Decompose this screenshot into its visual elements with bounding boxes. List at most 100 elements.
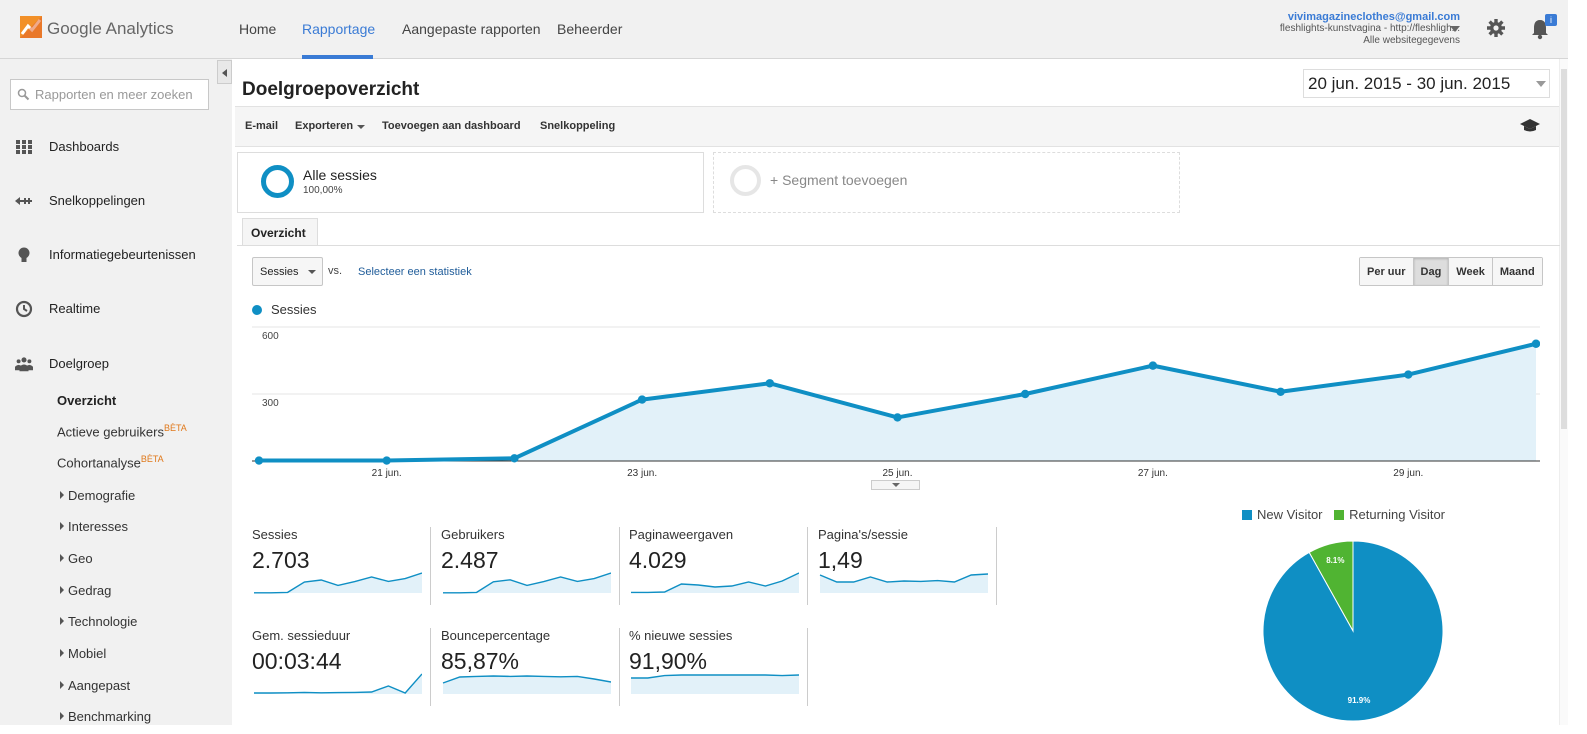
google-analytics-logo[interactable]: Google Analytics xyxy=(19,15,174,43)
sidebar-collapse-button[interactable] xyxy=(217,60,232,84)
sidebar-item-snelkoppelingen[interactable]: Snelkoppelingen xyxy=(0,186,232,216)
sidebar-sub-actieve-gebruikers[interactable]: Actieve gebruikersBÈTA xyxy=(57,423,187,439)
sidebar-tree-mobiel[interactable]: Mobiel xyxy=(60,646,106,661)
sidebar-item-dashboards[interactable]: Dashboards xyxy=(0,132,232,162)
select-metric-link[interactable]: Selecteer een statistiek xyxy=(358,266,472,278)
chart-collapse-toggle[interactable] xyxy=(871,480,920,490)
nav-home[interactable]: Home xyxy=(239,21,277,37)
beta-badge: BÈTA xyxy=(140,454,164,464)
data-point xyxy=(893,413,902,422)
segment-ring-icon xyxy=(730,165,761,196)
nav-rapportage[interactable]: Rapportage xyxy=(302,21,376,37)
export-button[interactable]: Exporteren xyxy=(295,120,354,132)
sparkline-line xyxy=(442,675,611,684)
x-tick-label: 29 jun. xyxy=(1393,468,1423,479)
sidebar-sub-overzicht[interactable]: Overzicht xyxy=(57,393,117,408)
series-legend-marker xyxy=(252,305,262,315)
divider xyxy=(235,106,1560,107)
bell-icon[interactable] xyxy=(1530,18,1550,40)
kpi-card[interactable]: Pagina's/sessie 1,49 xyxy=(818,527,1006,605)
email-button[interactable]: E-mail xyxy=(245,120,279,132)
scrollbar-thumb[interactable] xyxy=(1561,69,1567,429)
gear-icon[interactable] xyxy=(1486,18,1506,38)
sidebar-item-label: Snelkoppelingen xyxy=(49,193,146,208)
sidebar-tree-interesses[interactable]: Interesses xyxy=(60,519,128,534)
kpi-value: 85,87% xyxy=(441,648,520,674)
sidebar-tree-aangepast[interactable]: Aangepast xyxy=(60,678,130,693)
pie-legend: New Visitor Returning Visitor xyxy=(1242,507,1445,522)
period-month-button[interactable]: Maand xyxy=(1492,258,1542,285)
sparkline-line xyxy=(819,573,988,583)
sparkline-line xyxy=(631,572,799,594)
sparkline-area xyxy=(443,573,611,593)
kpi-divider xyxy=(807,527,808,605)
kpi-card[interactable]: Bouncepercentage 85,87% xyxy=(441,628,629,706)
chevron-down-icon[interactable] xyxy=(1450,26,1460,32)
date-range-picker[interactable]: 20 jun. 2015 - 30 jun. 2015 xyxy=(1303,69,1550,98)
add-to-dashboard-button[interactable]: Toevoegen aan dashboard xyxy=(382,120,521,132)
clock-icon xyxy=(15,300,33,318)
period-hour-button[interactable]: Per uur xyxy=(1360,258,1414,285)
chevron-down-icon[interactable] xyxy=(357,125,365,129)
kpi-sparkline xyxy=(254,673,422,694)
sidebar-tree-technologie[interactable]: Technologie xyxy=(60,614,137,629)
data-point xyxy=(1276,387,1285,396)
chevron-down-icon[interactable] xyxy=(1536,81,1546,87)
sidebar-tree-gedrag[interactable]: Gedrag xyxy=(60,583,111,598)
graduation-cap-icon[interactable] xyxy=(1519,118,1541,134)
data-point xyxy=(510,454,519,463)
nav-aangepaste-rapporten[interactable]: Aangepaste rapporten xyxy=(402,21,541,37)
pie-slice-label: 91.9% xyxy=(1348,696,1371,705)
account-selector[interactable]: vivimagazineclothes@gmail.com fleshlight… xyxy=(1280,11,1460,47)
add-segment-card[interactable] xyxy=(713,152,1180,213)
kpi-card[interactable]: Paginaweergaven 4.029 xyxy=(629,527,817,605)
sidebar-item-informatiegebeurtenissen[interactable]: Informatiegebeurtenissen xyxy=(0,240,232,270)
period-day-button[interactable]: Dag xyxy=(1413,258,1450,285)
search-input[interactable] xyxy=(35,80,207,109)
sidebar-tree-benchmarking[interactable]: Benchmarking xyxy=(60,709,151,724)
data-point xyxy=(1404,370,1413,379)
shortcut-arrow-icon xyxy=(15,197,32,205)
chevron-down-icon[interactable] xyxy=(308,270,316,274)
kpi-divider xyxy=(807,628,808,706)
segment-card-all-sessions[interactable] xyxy=(237,152,704,213)
sparkline-area xyxy=(254,573,422,593)
kpi-divider xyxy=(430,628,431,706)
sidebar-item-doelgroep[interactable]: Doelgroep xyxy=(0,349,232,379)
sidebar-sub-label: Cohortanalyse xyxy=(57,455,141,471)
period-week-button[interactable]: Week xyxy=(1449,258,1493,285)
sidebar-tree-demografie[interactable]: Demografie xyxy=(60,488,135,503)
legend-item-returning-visitor[interactable]: Returning Visitor xyxy=(1334,507,1445,522)
kpi-card[interactable]: Sessies 2.703 xyxy=(252,527,440,605)
kpi-card[interactable]: % nieuwe sessies 91,90% xyxy=(629,628,817,706)
sidebar-tree-geo[interactable]: Geo xyxy=(60,551,93,566)
report-search[interactable] xyxy=(10,79,209,110)
tab-overzicht[interactable]: Overzicht xyxy=(242,218,318,246)
kpi-sparkline xyxy=(254,572,422,594)
data-point xyxy=(382,456,391,465)
account-view: Alle websitegegevens xyxy=(1363,35,1460,46)
sparkline-area xyxy=(254,674,422,694)
sidebar-sub-cohortanalyse[interactable]: CohortanalyseBÈTA xyxy=(57,454,164,470)
legend-label: New Visitor xyxy=(1257,507,1323,522)
kpi-name: Pagina's/sessie xyxy=(818,527,908,542)
legend-label: Returning Visitor xyxy=(1349,507,1446,522)
sessions-line-chart[interactable]: 600 300 21 jun. 23 jun. 25 jun. 27 jun. 29 jun… xyxy=(252,320,1540,480)
legend-item-new-visitor[interactable]: New Visitor xyxy=(1242,507,1323,522)
series-legend-label[interactable]: Sessies xyxy=(271,302,317,317)
kpi-card[interactable]: Gem. sessieduur 00:03:44 xyxy=(252,628,440,706)
x-tick-label: 27 jun. xyxy=(1138,468,1168,479)
time-granularity-toggle: Per uur Dag Week Maand xyxy=(1359,257,1543,286)
kpi-value: 00:03:44 xyxy=(252,648,342,674)
kpi-card[interactable]: Gebruikers 2.487 xyxy=(441,527,629,605)
y-tick-label: 600 xyxy=(262,331,279,342)
shortcut-button[interactable]: Snelkoppeling xyxy=(540,120,616,132)
visitor-type-pie-chart[interactable]: 8.1% 91.9% xyxy=(1262,540,1446,724)
sidebar-item-realtime[interactable]: Realtime xyxy=(0,294,232,324)
nav-beheerder[interactable]: Beheerder xyxy=(557,21,623,37)
kpi-name: Gebruikers xyxy=(441,527,505,542)
data-point xyxy=(254,456,264,465)
pie-slice-label: 8.1% xyxy=(1326,556,1344,565)
kpi-value: 4.029 xyxy=(629,547,687,573)
data-point xyxy=(637,395,647,404)
